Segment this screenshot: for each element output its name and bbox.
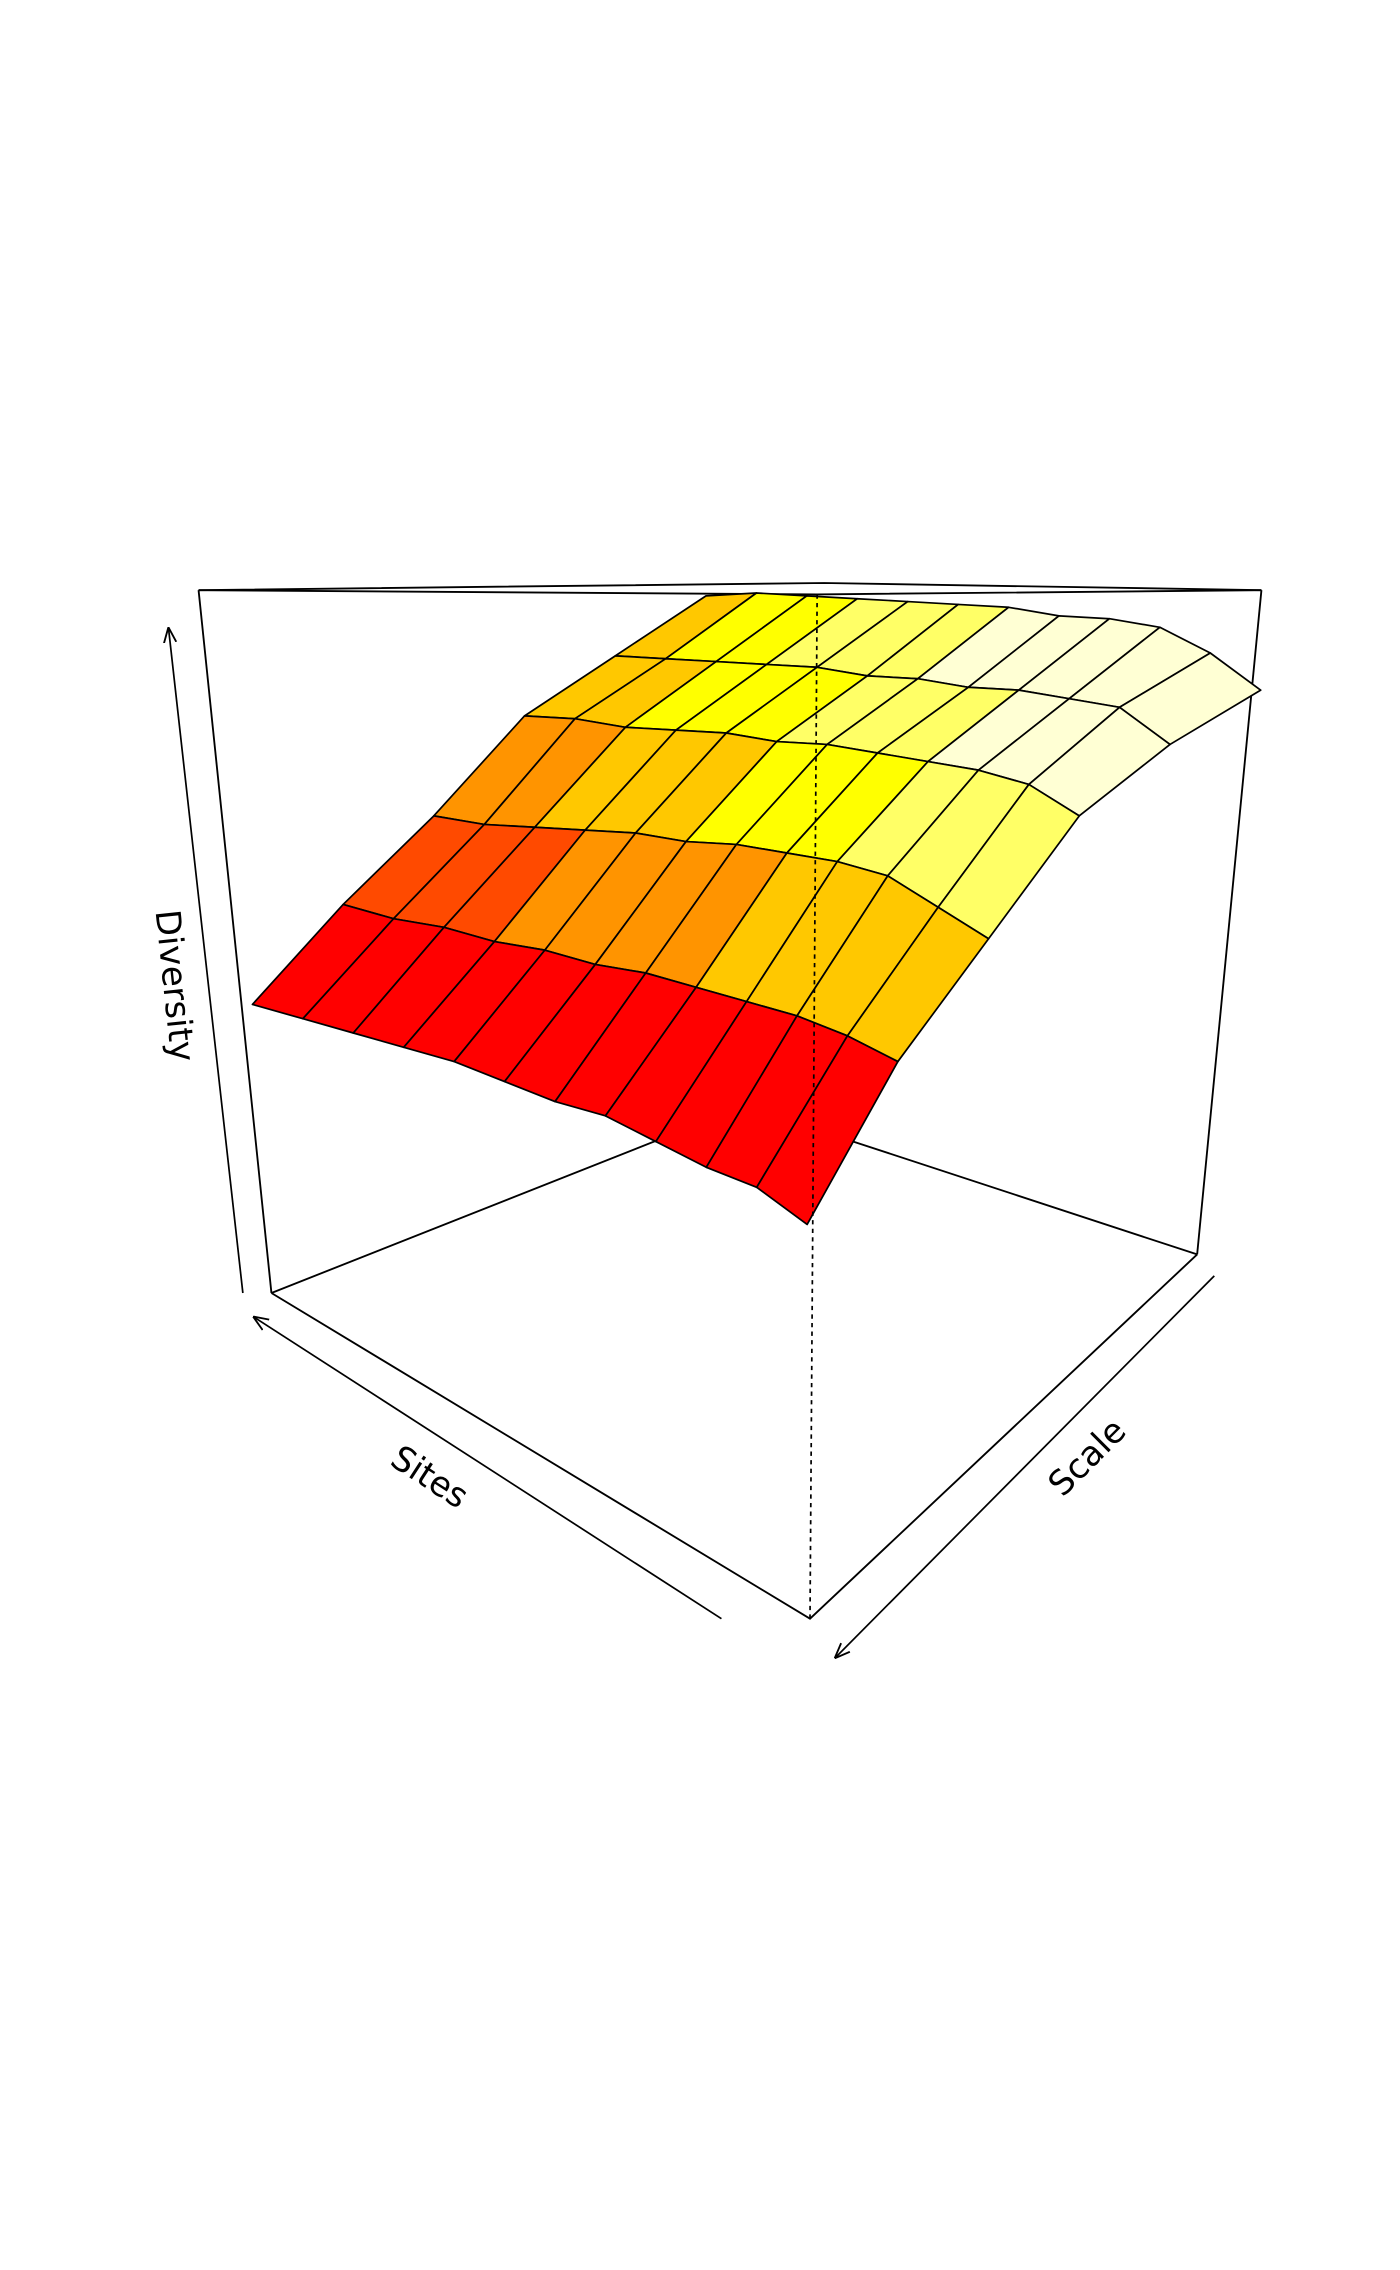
- z-axis-label: Diversity: [146, 908, 202, 1064]
- box-edge: [198, 582, 1262, 592]
- surface: [251, 592, 1262, 1226]
- box-edge: [270, 1253, 1198, 1620]
- box-edge: [197, 590, 273, 1294]
- y-axis-label: Scale: [1041, 1411, 1134, 1504]
- surface-facet: [755, 1035, 899, 1226]
- box-edge: [1196, 590, 1263, 1255]
- x-axis-label: Sites: [383, 1438, 475, 1517]
- axis-arrow: [169, 629, 244, 1294]
- axis-arrow: [254, 1317, 722, 1620]
- axis-arrow: [836, 1275, 1215, 1657]
